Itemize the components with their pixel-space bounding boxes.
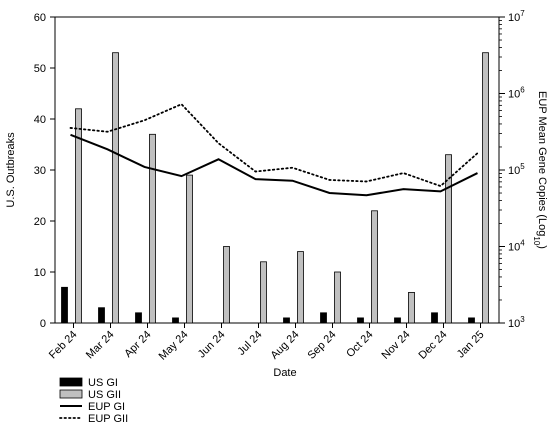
right-axis-label: EUP Mean Gene Copies (Log10) — [533, 91, 549, 249]
left-tick-label-6: 60 — [34, 12, 46, 24]
bars — [61, 52, 489, 324]
line-eup-gii — [69, 103, 479, 188]
x-tick-label-6: Aug 24 — [268, 329, 301, 362]
right-tick-base-0: 10 — [508, 318, 520, 330]
bar-us-gii-2 — [149, 133, 156, 324]
right-tick-exponent-2: 5 — [520, 162, 525, 171]
right-tick-exponent-4: 7 — [520, 9, 525, 18]
bar-us-gi-0 — [61, 286, 68, 324]
x-tick-label-2: Apr 24 — [122, 329, 153, 360]
bar-us-gii-10 — [445, 154, 452, 324]
x-tick-label-10: Dec 24 — [416, 329, 449, 362]
x-tick-label-5: Jul 24 — [235, 329, 264, 358]
bar-us-gii-9 — [408, 291, 415, 324]
lines — [69, 103, 479, 197]
x-axis-label: Date — [273, 367, 296, 379]
right-tick-base-1: 10 — [508, 242, 520, 254]
left-tick-label-0: 0 — [40, 318, 46, 330]
x-tick-label-1: Mar 24 — [84, 329, 117, 362]
bar-us-gi-1 — [98, 307, 105, 324]
bar-us-gi-11 — [468, 317, 475, 324]
bar-us-gi-6 — [283, 317, 290, 324]
x-tick-label-0: Feb 24 — [47, 329, 80, 362]
legend-label-eup-gii: EUP GII — [88, 413, 128, 425]
bar-us-gii-4 — [223, 246, 230, 324]
bar-us-gii-0 — [75, 108, 82, 324]
bar-us-gii-1 — [112, 52, 119, 324]
bar-us-gii-5 — [260, 261, 267, 324]
right-tick-base-2: 10 — [508, 165, 520, 177]
bar-us-gi-3 — [172, 317, 179, 324]
bar-us-gi-2 — [135, 312, 142, 324]
x-tick-label-4: Jun 24 — [196, 329, 228, 361]
x-axis: Feb 24 Mar 24 Apr 24 May 24 Jun 24 Jul 24 Aug … — [47, 323, 487, 363]
left-tick-label-2: 20 — [34, 216, 46, 228]
right-tick-label-3: 106 — [508, 86, 525, 101]
bar-us-gii-11 — [482, 52, 489, 324]
right-axis-label-close: ) — [536, 245, 548, 249]
right-tick-exponent-0: 3 — [520, 315, 525, 324]
bar-us-gii-3 — [186, 174, 193, 324]
legend-swatch-us-gi — [59, 377, 83, 387]
x-tick-label-3: May 24 — [157, 329, 191, 363]
bar-us-gi-7 — [320, 312, 327, 324]
bar-us-gi-9 — [394, 317, 401, 324]
bar-us-gii-8 — [371, 210, 378, 324]
line-eup-gi — [70, 133, 478, 197]
x-tick-label-7: Sep 24 — [305, 329, 338, 362]
left-axis-label: U.S. Outbreaks — [5, 132, 17, 208]
legend-label-us-gi: US GI — [88, 377, 118, 389]
legend-label-eup-gi: EUP GI — [88, 401, 125, 413]
bar-us-gii-6 — [297, 251, 304, 324]
legend-label-us-gii: US GII — [88, 389, 121, 401]
right-tick-exponent-3: 6 — [520, 86, 525, 95]
bar-us-gii-7 — [334, 271, 341, 324]
legend-swatch-us-gii — [59, 389, 83, 399]
left-axis: 0 10 20 30 40 50 60 — [34, 12, 55, 330]
right-axis-label-main: EUP Mean Gene Copies (Log — [536, 91, 548, 236]
right-tick-label-1: 104 — [508, 239, 525, 254]
right-tick-base-4: 10 — [508, 12, 520, 24]
right-tick-label-0: 103 — [508, 315, 525, 330]
right-tick-exponent-1: 4 — [520, 239, 525, 248]
right-tick-base-3: 10 — [508, 89, 520, 101]
x-tick-label-9: Nov 24 — [379, 329, 412, 362]
left-tick-label-1: 10 — [34, 267, 46, 279]
left-tick-label-5: 50 — [34, 63, 46, 75]
bar-us-gi-8 — [357, 317, 364, 324]
x-tick-label-8: Oct 24 — [344, 329, 375, 360]
x-tick-label-11: Jan 25 — [455, 329, 487, 361]
left-tick-label-3: 30 — [34, 165, 46, 177]
right-tick-label-4: 107 — [508, 9, 525, 24]
right-tick-label-2: 105 — [508, 162, 525, 177]
bar-us-gi-10 — [431, 312, 438, 324]
left-tick-label-4: 40 — [34, 114, 46, 126]
right-axis-label-subscript: 10 — [533, 236, 542, 245]
